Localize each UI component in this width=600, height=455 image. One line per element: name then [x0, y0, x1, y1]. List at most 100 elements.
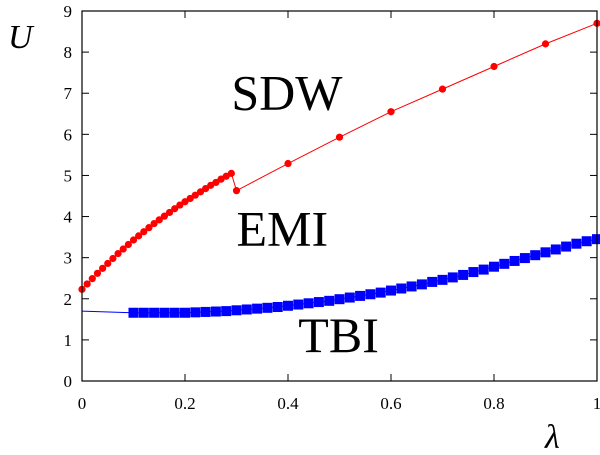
series-point — [283, 300, 293, 311]
series-point — [190, 307, 201, 318]
y-tick-label: 8 — [64, 43, 73, 62]
y-tick-label: 1 — [64, 331, 73, 350]
series-point — [181, 198, 189, 206]
series-point — [284, 159, 292, 168]
series-point — [180, 307, 190, 318]
series-point — [232, 187, 241, 195]
series-point — [581, 236, 592, 247]
x-tick-label: 1 — [593, 394, 600, 413]
series-point — [530, 250, 541, 261]
series-point — [437, 274, 448, 285]
series-point — [416, 279, 427, 290]
plot-marks — [78, 19, 600, 318]
region-labels: SDW EMI TBI — [231, 65, 378, 364]
series-point — [155, 216, 163, 224]
series-point — [489, 261, 499, 272]
region-label-sdw: SDW — [231, 65, 343, 121]
series-point — [571, 238, 582, 249]
x-tick-label: 0 — [78, 394, 87, 413]
series-point — [447, 272, 458, 283]
series-point — [176, 201, 184, 209]
series-point — [149, 307, 160, 318]
series-point — [124, 240, 132, 249]
series-point — [202, 185, 210, 193]
y-tick-label: 5 — [64, 166, 73, 185]
series-point — [509, 255, 520, 266]
series-point — [150, 219, 158, 228]
series-point — [490, 62, 498, 71]
series-point — [221, 306, 232, 317]
series-point — [252, 303, 263, 314]
series-point — [128, 307, 139, 318]
series-point — [165, 208, 174, 217]
x-tick-label: 0.6 — [380, 394, 401, 413]
series-point — [324, 295, 335, 306]
series-point — [499, 258, 510, 269]
series-point — [313, 297, 324, 308]
series-point — [104, 259, 112, 268]
series-point — [135, 232, 143, 240]
series-point — [375, 287, 386, 298]
region-label-tbi: TBI — [298, 307, 379, 363]
series-point — [186, 194, 194, 203]
series-point — [83, 280, 91, 288]
series-point — [191, 191, 199, 199]
series-point — [200, 306, 211, 317]
series-point — [427, 276, 438, 287]
series-point — [210, 306, 221, 317]
y-tick-label: 4 — [64, 208, 73, 227]
axis-ticks: 0 0.2 0.4 0.6 0.8 1 0 1 2 3 4 5 6 7 8 9 — [64, 2, 600, 413]
series-point — [159, 307, 170, 318]
series-point — [386, 285, 396, 296]
series-line — [81, 22, 598, 290]
series-point — [169, 307, 180, 318]
series-point — [241, 304, 252, 315]
series-point — [99, 264, 107, 272]
series-point — [344, 292, 355, 303]
region-label-emi: EMI — [237, 200, 329, 256]
series-point — [540, 247, 551, 258]
y-axis-label: U — [8, 19, 35, 56]
series-point — [334, 294, 345, 305]
series-point — [303, 298, 314, 309]
y-tick-label: 0 — [64, 372, 73, 391]
y-tick-label: 9 — [64, 2, 73, 21]
series-point — [293, 299, 304, 310]
series-point — [519, 253, 530, 264]
series-point — [387, 108, 395, 116]
series-point — [355, 290, 366, 301]
series-point — [145, 224, 153, 232]
x-tick-label: 0.4 — [277, 394, 299, 413]
series-point — [365, 289, 376, 300]
series-point — [272, 302, 283, 312]
y-tick-label: 3 — [64, 249, 73, 268]
series-point — [119, 245, 127, 253]
series-point — [550, 244, 561, 255]
series-point — [335, 133, 344, 141]
series-point — [396, 283, 407, 294]
y-tick-label: 7 — [64, 84, 73, 103]
series-point — [406, 281, 417, 292]
x-tick-label: 0.8 — [483, 394, 504, 413]
series-point — [262, 302, 273, 313]
series-point — [541, 40, 550, 48]
series-point — [438, 85, 447, 93]
series-point — [468, 267, 479, 278]
series-point — [171, 205, 179, 213]
y-tick-label: 6 — [64, 125, 73, 144]
series-point — [114, 249, 122, 258]
series-point — [592, 234, 600, 245]
x-tick-label: 0.2 — [174, 394, 195, 413]
series-point — [478, 264, 489, 275]
y-tick-label: 2 — [64, 290, 73, 309]
series-point — [93, 269, 102, 277]
series-point — [138, 307, 149, 318]
plot-frame — [81, 10, 598, 382]
series-point — [140, 228, 148, 236]
series-point — [561, 241, 572, 252]
series-point — [458, 269, 469, 280]
series-point — [212, 178, 220, 187]
series-point — [227, 169, 235, 177]
series-point — [109, 254, 117, 263]
